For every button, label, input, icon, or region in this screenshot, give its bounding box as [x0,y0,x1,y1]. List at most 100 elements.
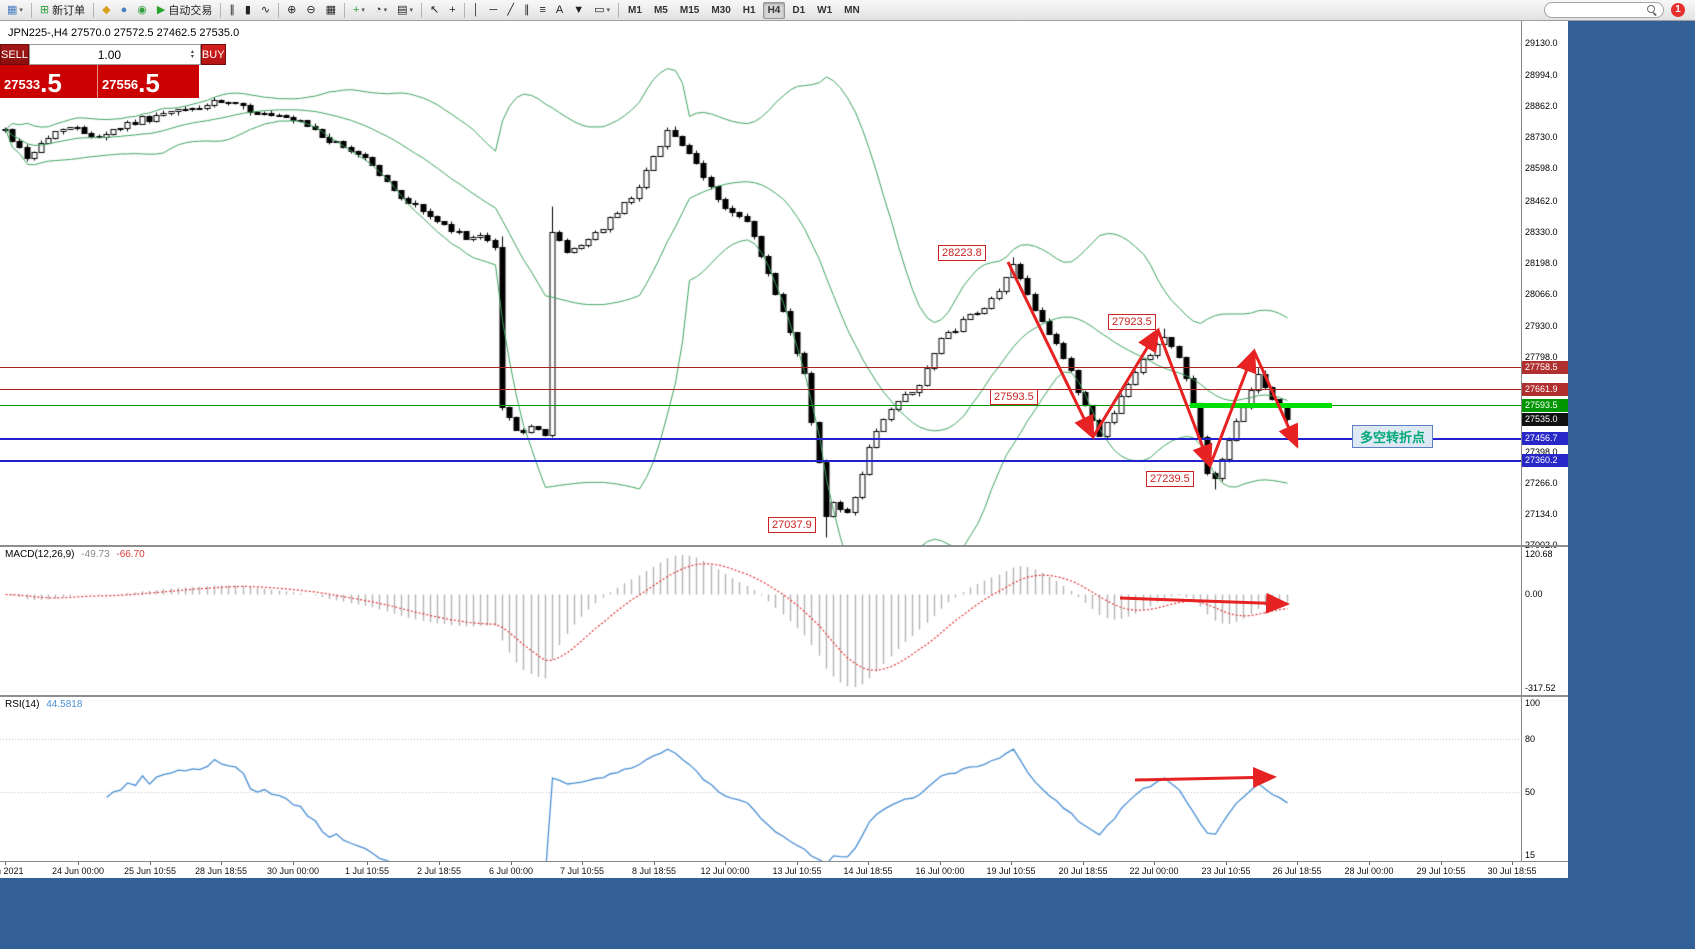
search-icon[interactable] [1647,4,1658,16]
shapes-button[interactable]: ▭ ▾ [590,1,614,19]
level-line-27758.5[interactable] [0,367,1521,368]
horizontal-line-button[interactable]: ─ [486,1,502,19]
time-axis-tick [1369,862,1370,865]
rsi-axis-label: 15 [1525,850,1536,860]
price-axis-tick: 27134.0 [1525,509,1558,519]
volume-up-icon[interactable]: ▴ [190,48,194,55]
new-chart-button[interactable]: ▦ ▾ [3,1,27,19]
price-axis-tick: 28462.0 [1525,196,1558,206]
new-chart-button-dropdown-icon[interactable]: ▾ [19,7,23,14]
price-label-27593.5[interactable]: 27593.5 [1522,399,1568,412]
crosshair-button-icon: + [449,3,456,16]
tile-windows-button[interactable]: ▦ [322,1,340,19]
equidistant-channel-button-icon: ∥ [523,3,530,16]
price-label-27456.7[interactable]: 27456.7 [1522,432,1568,445]
new-order-button-icon: ⊞ [39,3,50,16]
rsi-axis-label: 100 [1525,698,1541,708]
metaeditor-button[interactable]: ◉ [133,1,151,19]
price-tag-28223.8[interactable]: 28223.8 [938,245,986,261]
ohlc-bars-type-button[interactable]: ∥ [225,1,239,19]
timeframe-h1-button[interactable]: H1 [742,4,756,16]
zoom-out-button[interactable]: ⊖ [302,1,319,19]
turning-point-note[interactable]: 多空转折点 [1352,425,1434,448]
volume-control[interactable]: ▴ ▾ [28,44,201,65]
autotrading-button[interactable]: ▶ 自动交易 [153,1,216,19]
price-label-27360.2[interactable]: 27360.2 [1522,454,1568,467]
text-label-button[interactable]: A [552,1,567,19]
rsi-canvas[interactable] [0,697,1521,861]
trendline-button[interactable]: ╱ [503,1,518,19]
search-input[interactable] [1550,4,1647,16]
timeframe-m15-button[interactable]: M15 [679,4,700,16]
line-chart-type-button[interactable]: ∿ [257,1,274,19]
sell-button[interactable]: SELL [0,44,29,65]
indicators-button[interactable]: + ▾ [349,1,369,19]
volume-spinner[interactable]: ▴ ▾ [187,48,198,60]
fibonacci-button[interactable]: ≡ [535,1,549,19]
zoom-in-button[interactable]: ⊕ [283,1,300,19]
timeframe-mn-button[interactable]: MN [844,4,860,16]
time-axis-tick [1512,862,1513,865]
price-chart-canvas[interactable] [0,21,1521,545]
toolbar-separator [618,2,620,18]
level-line-27661.9[interactable] [0,389,1521,390]
time-axis-tick [1011,862,1012,865]
notification-badge[interactable]: 1 [1671,3,1685,17]
timeframe-m5-button[interactable]: M5 [653,4,668,16]
new-order-button[interactable]: ⊞ 新订单 [36,1,89,19]
time-axis[interactable]: Jun 2021 24 Jun 00:00 25 Jun 10:55 28 Jun 1… [0,861,1568,878]
candlestick-type-button[interactable]: ▮ [241,1,255,19]
price-tag-27239.5[interactable]: 27239.5 [1146,471,1194,487]
timeframe-d1-button[interactable]: D1 [792,4,806,16]
price-tag-27923.5[interactable]: 27923.5 [1108,314,1156,330]
rsi-value: 44.5818 [46,699,83,710]
indicators-button-dropdown-icon[interactable]: ▾ [361,7,365,14]
level-line-27456.7[interactable] [0,438,1521,440]
time-axis-label: 30 Jul 18:55 [1487,866,1537,876]
price-tag-27593.5[interactable]: 27593.5 [990,389,1038,405]
sell-price-display[interactable]: 27533.5 [0,65,98,98]
zoom-out-button-icon: ⊖ [306,3,316,16]
level-line-27593.5[interactable] [0,405,1521,406]
timeframe-h4-button[interactable]: H4 [762,1,786,19]
templates-button-dropdown-icon[interactable]: ▾ [409,7,414,14]
support-zone-segment[interactable] [1190,403,1332,408]
macd-axis-zero: 0.00 [1525,589,1543,599]
market-watch-button[interactable]: ◆ [98,1,114,19]
price-tag-27037.9[interactable]: 27037.9 [768,517,816,533]
price-label-27535.0[interactable]: 27535.0 [1522,413,1568,426]
equidistant-channel-button[interactable]: ∥ [520,1,534,19]
timeframe-m30-button[interactable]: M30 [711,4,731,16]
crosshair-button[interactable]: + [445,1,459,19]
timeframe-m1-button[interactable]: M1 [628,4,642,16]
periods-button[interactable]: ◔ ▾ [371,1,391,19]
time-axis-tick [367,862,368,865]
timeframe-w1-button[interactable]: W1 [817,4,833,16]
macd-panel-divider[interactable] [0,545,1568,547]
periods-button-dropdown-icon[interactable]: ▾ [383,7,388,14]
vertical-line-button[interactable]: │ [469,1,484,19]
toolbar-separator [421,2,423,18]
level-line-27360.2[interactable] [0,460,1521,462]
search-box[interactable] [1544,2,1664,18]
price-label-27661.9[interactable]: 27661.9 [1522,383,1568,396]
time-axis-tick [725,862,726,865]
macd-value-main: -49.73 [81,549,110,560]
arrows-tool-button[interactable]: ▼ [569,1,588,19]
volume-down-icon[interactable]: ▾ [190,53,194,60]
rsi-panel-divider[interactable] [0,695,1568,697]
price-axis[interactable]: 120.68 0.00 -317.52 29130.0 28994.0 28862.… [1521,21,1568,861]
cursor-button[interactable]: ↖ [426,1,443,19]
volume-input[interactable] [31,47,187,62]
price-label-27758.5[interactable]: 27758.5 [1522,361,1568,374]
buy-button[interactable]: BUY [200,44,226,65]
time-axis-label: 24 Jun 00:00 [51,866,105,876]
buy-price-display[interactable]: 27556.5 [98,65,199,98]
time-axis-tick [150,862,151,865]
price-axis-tick: 28862.0 [1525,101,1558,111]
templates-button[interactable]: ▤ ▾ [393,1,417,19]
shapes-button-dropdown-icon[interactable]: ▾ [606,7,611,14]
community-button[interactable]: ● [117,1,132,19]
macd-canvas[interactable] [0,547,1521,695]
toolbar-button-groups: ▦ ▾ ⊞ 新订单 ◆ ● ◉ ▶ 自动交易 ∥ ▮ ∿ ⊕ ⊖ ▦ + ▾ ◔ ▾ ▤ ▾ ↖ + │ ─ ╱ ∥ ≡ A ▼ ▭ ▾ M1 M… [2,0,866,20]
